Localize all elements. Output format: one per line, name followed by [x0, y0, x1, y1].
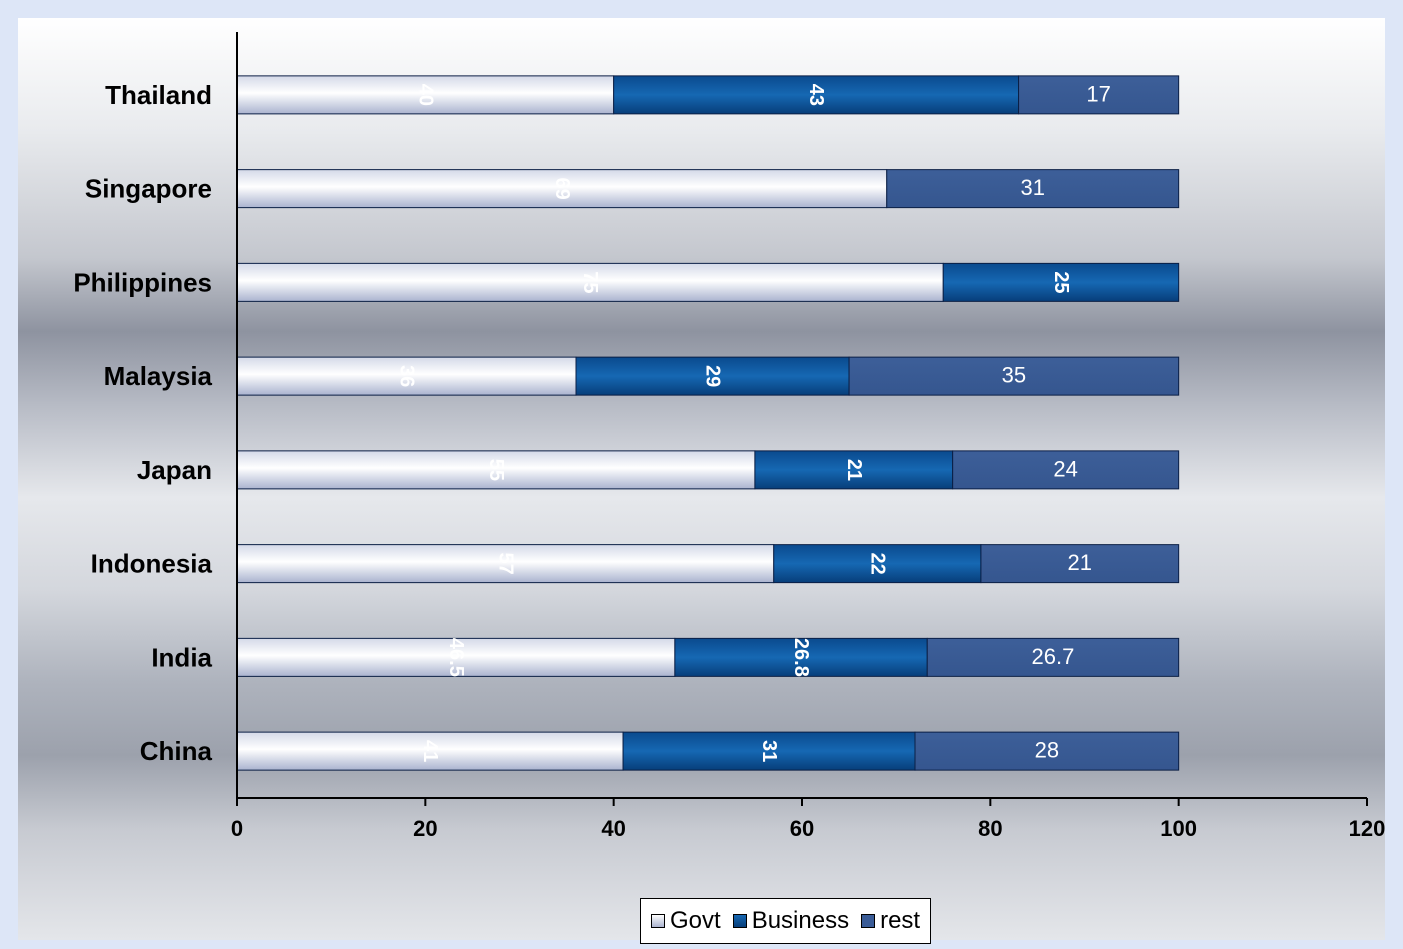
- bar-thailand-business: [613, 75, 1020, 115]
- bar-singapore-govt: [236, 169, 888, 209]
- value-label-japan-business: 21: [843, 459, 865, 481]
- value-label-malaysia-rest: 35: [1002, 363, 1026, 388]
- value-label-indonesia-govt: 57: [494, 553, 516, 575]
- bar-china-business: [622, 731, 916, 771]
- bar-india-business: [674, 637, 928, 677]
- x-tick-label-100: 100: [1160, 816, 1197, 841]
- legend-item-govt: Govt: [651, 907, 721, 935]
- category-label-singapore: Singapore: [85, 174, 212, 204]
- bar-japan-business: [754, 450, 954, 490]
- value-label-china-rest: 28: [1035, 738, 1059, 763]
- value-label-indonesia-business: 22: [866, 553, 888, 575]
- value-label-india-govt: 46.5: [445, 638, 467, 677]
- value-label-singapore-govt: 69: [551, 178, 573, 200]
- category-label-philippines: Philippines: [73, 267, 212, 297]
- value-label-india-rest: 26.7: [1032, 644, 1075, 669]
- value-label-china-govt: 41: [419, 740, 441, 762]
- x-tick-label-20: 20: [413, 816, 437, 841]
- value-label-malaysia-business: 29: [702, 365, 724, 387]
- legend-swatch-rest: [861, 914, 876, 928]
- bar-chart: Thailand 40 43 17 Singapore 69 31 Philippines 75…: [73, 32, 1385, 841]
- legend-swatch-govt: [651, 914, 665, 928]
- value-label-singapore-rest: 31: [1020, 175, 1044, 200]
- bar-thailand-govt: [236, 75, 615, 115]
- value-label-thailand-rest: 17: [1086, 81, 1110, 106]
- bar-india-rest: [926, 637, 1180, 677]
- value-label-indonesia-rest: 21: [1068, 550, 1092, 575]
- value-label-japan-rest: 24: [1053, 456, 1077, 481]
- bar-china-govt: [236, 731, 624, 771]
- value-label-philippines-business: 25: [1050, 271, 1072, 293]
- bar-malaysia-business: [575, 356, 850, 396]
- category-label-thailand: Thailand: [105, 80, 212, 110]
- category-label-malaysia: Malaysia: [104, 361, 213, 391]
- legend-label-rest: rest: [880, 907, 921, 934]
- bar-singapore-rest: [886, 169, 1180, 209]
- bar-philippines-govt: [236, 262, 944, 302]
- x-tick-label-0: 0: [231, 816, 243, 841]
- x-tick-label-120: 120: [1349, 816, 1385, 841]
- bar-japan-rest: [952, 450, 1180, 490]
- category-label-japan: Japan: [137, 455, 212, 485]
- bar-malaysia-rest: [848, 356, 1180, 396]
- bar-indonesia-rest: [980, 544, 1180, 584]
- chart-area: Thailand 40 43 17 Singapore 69 31 Philippines 75…: [18, 18, 1385, 944]
- bar-philippines-business: [942, 262, 1180, 302]
- bar-indonesia-govt: [236, 544, 775, 584]
- x-tick-label-60: 60: [790, 816, 814, 841]
- value-label-thailand-govt: 40: [414, 84, 436, 106]
- x-tick-label-40: 40: [601, 816, 625, 841]
- legend-item-business: Business: [732, 907, 850, 935]
- value-label-india-business: 26.8: [790, 638, 812, 677]
- legend-item-rest: rest: [861, 907, 920, 935]
- legend-label-business: Business: [751, 907, 850, 934]
- value-label-china-business: 31: [758, 740, 780, 762]
- value-label-malaysia-govt: 36: [396, 365, 418, 387]
- bar-thailand-rest: [1018, 75, 1180, 115]
- value-label-philippines-govt: 75: [579, 271, 601, 293]
- category-label-india: India: [151, 642, 212, 672]
- bar-china-rest: [914, 731, 1180, 771]
- value-label-thailand-business: 43: [805, 84, 827, 106]
- legend-label-govt: Govt: [670, 907, 721, 934]
- category-label-indonesia: Indonesia: [91, 549, 213, 579]
- category-label-china: China: [140, 736, 213, 766]
- legend-swatch-business: [732, 914, 747, 928]
- x-tick-label-80: 80: [978, 816, 1002, 841]
- chart-legend: Govt Business rest: [640, 898, 932, 944]
- value-label-japan-govt: 55: [485, 459, 507, 481]
